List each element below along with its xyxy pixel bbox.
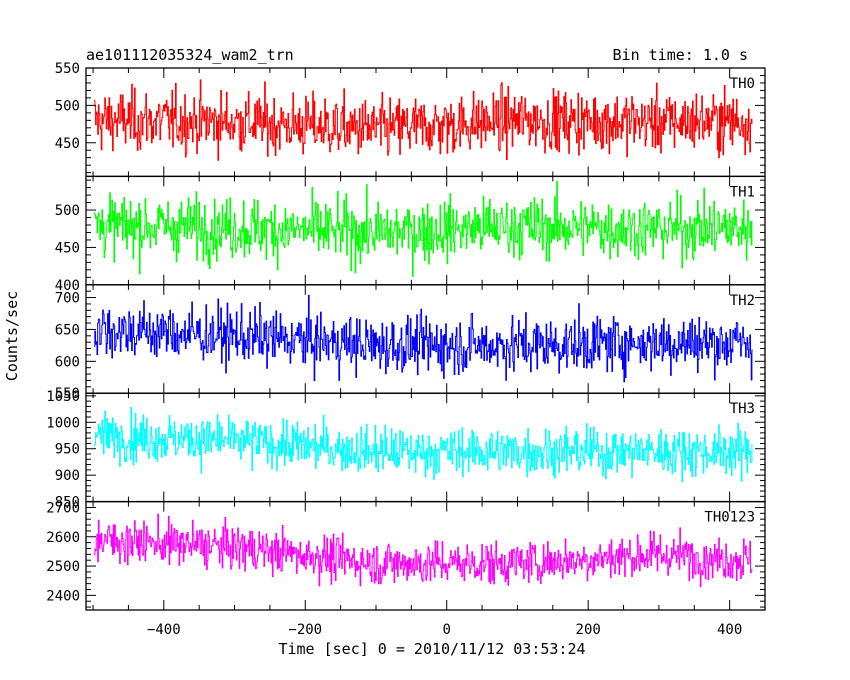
panel-label-th0: TH0 bbox=[730, 76, 755, 92]
x-axis-label: Time [sec] 0 = 2010/11/12 03:53:24 bbox=[278, 640, 585, 658]
y-tick-label: 1000 bbox=[46, 415, 80, 431]
panel-frame bbox=[85, 500, 766, 611]
series-line-th1 bbox=[94, 180, 753, 277]
plot-title: ae101112035324_wam2_trn bbox=[86, 46, 294, 64]
y-tick-label: 2400 bbox=[46, 588, 80, 604]
panel-th1: 400 450 500 TH1 bbox=[55, 175, 766, 294]
series-line-th3 bbox=[94, 406, 753, 483]
x-tick-label: −200 bbox=[288, 622, 322, 638]
x-tick-label: 400 bbox=[717, 622, 742, 638]
series-line-th0 bbox=[94, 79, 753, 161]
panel-th0123: 2400 2500 2600 2700 TH0123 bbox=[46, 500, 766, 611]
y-tick-label: 500 bbox=[55, 203, 80, 219]
y-tick-label: 650 bbox=[55, 322, 80, 338]
y-tick-label: 550 bbox=[55, 61, 80, 77]
panel-th3: 850 900 950 1000 1050 TH3 bbox=[46, 389, 766, 511]
panel-label-th2: TH2 bbox=[730, 293, 755, 309]
y-tick-label: 850 bbox=[55, 495, 80, 511]
x-tick-label: 0 bbox=[443, 622, 451, 638]
panel-th0: 450 500 550 TH0 bbox=[55, 61, 766, 178]
y-tick-label: 450 bbox=[55, 136, 80, 152]
y-tick-label: 950 bbox=[55, 442, 80, 458]
y-tick-label: 600 bbox=[55, 354, 80, 370]
series-line-th2 bbox=[94, 294, 753, 383]
x-tick-label: 200 bbox=[576, 622, 601, 638]
y-axis-label: Counts/sec bbox=[3, 291, 21, 381]
x-tick-label: −400 bbox=[147, 622, 181, 638]
panel-label-th0123: TH0123 bbox=[704, 510, 755, 526]
bin-time-label: Bin time: 1.0 s bbox=[613, 46, 748, 64]
y-tick-label: 450 bbox=[55, 240, 80, 256]
y-tick-label: 1050 bbox=[46, 389, 80, 405]
panel-th2: 550 600 650 700 TH2 bbox=[55, 284, 766, 402]
y-tick-label: 2700 bbox=[46, 500, 80, 516]
y-tick-label: 2500 bbox=[46, 559, 80, 575]
series-line-th0123 bbox=[94, 513, 753, 587]
panel-label-th3: TH3 bbox=[730, 401, 755, 417]
panel-label-th1: TH1 bbox=[730, 184, 755, 200]
y-tick-label: 400 bbox=[55, 278, 80, 294]
y-tick-label: 700 bbox=[55, 291, 80, 307]
panels-group: 450 500 550 TH0 400 450 500 TH1 550 600 650 700 TH2 8… bbox=[46, 61, 766, 611]
x-axis: −400 −200 0 200 400 bbox=[147, 622, 742, 638]
y-tick-label: 550 bbox=[55, 386, 80, 402]
y-tick-label: 500 bbox=[55, 98, 80, 114]
y-tick-label: 900 bbox=[55, 468, 80, 484]
y-tick-label: 2600 bbox=[46, 530, 80, 546]
